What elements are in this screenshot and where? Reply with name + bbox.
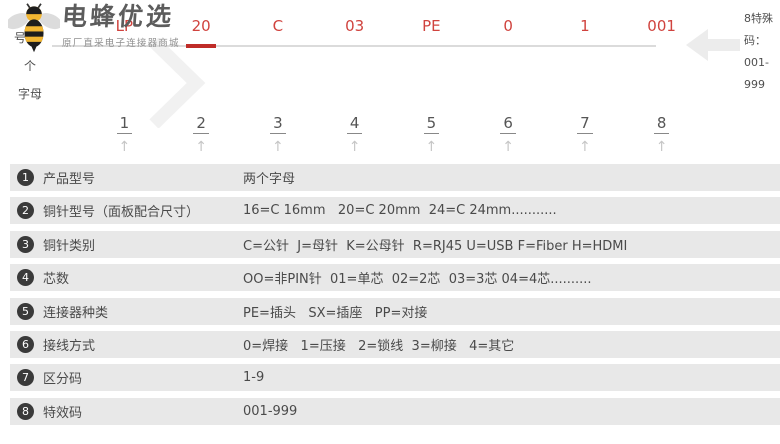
- row-value: 两个字母: [243, 172, 296, 187]
- position-number: 8: [653, 114, 670, 134]
- table-row: 4 芯数 OO=非PIN针 01=单芯 02=2芯 03=3芯 04=4芯...…: [10, 264, 780, 292]
- row-label: 铜针型号（面板配合尺寸）: [43, 205, 200, 221]
- left-note-line: 个: [24, 59, 37, 73]
- row-number-badge: 4: [17, 269, 34, 287]
- up-arrow-icon: ↑: [425, 139, 438, 155]
- table-row: 2 铜针型号（面板配合尺寸） 16=C 16mm 20=C 20mm 24=C …: [10, 197, 780, 225]
- side-note-line: 999: [744, 78, 765, 91]
- position-cell: 6: [470, 114, 547, 134]
- row-number-badge: 2: [17, 202, 34, 220]
- row-value: 0=焊接 1=压接 2=锁线 3=柳接 4=其它: [243, 338, 515, 354]
- up-arrow-icon: ↑: [272, 139, 284, 155]
- up-arrow-icon: ↑: [655, 139, 668, 155]
- code-cell: 001: [623, 17, 700, 47]
- table-row: 6 接线方式 0=焊接 1=压接 2=锁线 3=柳接 4=其它: [10, 330, 780, 358]
- row-label: 接线方式: [43, 338, 96, 354]
- position-number-row: 1 2 3 4 5 6 7 8: [86, 114, 700, 134]
- brand-subtitle: 原厂直采电子连接器商城: [62, 38, 180, 49]
- position-number: 2: [193, 114, 209, 134]
- position-cell: 3: [240, 114, 317, 134]
- code-cell: 1: [547, 17, 624, 47]
- code-segment: LP: [115, 17, 134, 35]
- up-arrow-icon: ↑: [195, 139, 207, 155]
- up-arrow-icon: ↑: [118, 139, 131, 155]
- position-number: 5: [423, 114, 440, 134]
- table-row: 3 铜针类别 C=公针 J=母针 K=公母针 R=RJ45 U=USB F=Fi…: [10, 230, 780, 258]
- code-segment: 1: [580, 17, 590, 35]
- row-value: 001-999: [243, 403, 298, 419]
- code-segment: 001: [647, 17, 676, 35]
- row-number-badge: 6: [17, 335, 34, 353]
- row-label: 连接器种类: [43, 305, 109, 321]
- code-cell: 20: [163, 17, 240, 48]
- code-segment: 0: [503, 17, 513, 35]
- row-label: 芯数: [43, 272, 70, 288]
- code-cell: C: [240, 17, 317, 47]
- code-row: LP 20 C 03 PE 0 1 001: [86, 17, 700, 48]
- left-note: 号 个 字母: [14, 30, 50, 114]
- position-cell: 7: [547, 114, 624, 134]
- code-segment: 20: [191, 17, 211, 35]
- code-cell: PE: [393, 17, 470, 47]
- left-arrow-icon: [686, 27, 740, 67]
- row-label: 产品型号: [43, 172, 96, 187]
- position-cell: 2: [163, 114, 240, 134]
- row-value: PE=插头 SX=插座 PP=对接: [243, 305, 428, 321]
- row-number-badge: 3: [17, 235, 34, 253]
- side-note: 8特殊 码： 001- 999: [744, 8, 780, 96]
- code-highlight-underline: [186, 44, 217, 48]
- position-number: 6: [500, 114, 516, 134]
- code-cell: 0: [470, 17, 547, 47]
- table-row: 8 特效码 001-999: [10, 397, 780, 425]
- up-arrow-icon: ↑: [348, 139, 361, 155]
- code-segment: PE: [422, 17, 441, 35]
- watermark-chevron-icon: [148, 37, 208, 132]
- table-row: 1 产品型号 两个字母: [10, 164, 780, 191]
- position-cell: 1: [86, 114, 163, 134]
- left-note-line: 号: [14, 31, 27, 45]
- table-row: 7 区分码 1-9: [10, 364, 780, 392]
- row-value: 16=C 16mm 20=C 20mm 24=C 24mm...........: [243, 203, 557, 219]
- code-segment: C: [272, 17, 284, 35]
- position-number: 1: [116, 114, 133, 134]
- bee-icon: [6, 2, 62, 58]
- row-number-badge: 7: [17, 369, 34, 387]
- row-label: 特效码: [43, 405, 83, 421]
- up-arrow-icon: ↑: [579, 139, 591, 155]
- position-number: 3: [270, 114, 286, 134]
- row-number-badge: 5: [17, 302, 34, 320]
- code-baseline: [52, 45, 656, 47]
- position-cell: 8: [623, 114, 700, 134]
- up-arrow-icon: ↑: [502, 139, 514, 155]
- left-note-line: 字母: [18, 87, 43, 101]
- logo: 电蜂优选 原厂直采电子连接器商城: [6, 2, 180, 58]
- position-cell: 5: [393, 114, 470, 134]
- row-number-badge: 8: [17, 402, 34, 420]
- code-cell: 03: [316, 17, 393, 47]
- code-cell: LP: [86, 17, 163, 47]
- brand-title: 电蜂优选: [61, 2, 176, 31]
- side-note-line: 码：: [744, 34, 766, 47]
- row-label: 区分码: [43, 372, 83, 388]
- table-row: 5 连接器种类 PE=插头 SX=插座 PP=对接: [10, 297, 780, 325]
- row-value: C=公针 J=母针 K=公母针 R=RJ45 U=USB F=Fiber H=H…: [243, 238, 628, 254]
- up-arrow-row: ↑ ↑ ↑ ↑ ↑ ↑ ↑ ↑: [86, 139, 700, 155]
- legend-table: 1 产品型号 两个字母 2 铜针型号（面板配合尺寸） 16=C 16mm 20=…: [0, 164, 780, 431]
- row-value: OO=非PIN针 01=单芯 02=2芯 03=3芯 04=4芯........…: [243, 272, 592, 288]
- position-number: 4: [346, 114, 363, 134]
- row-label: 铜针类别: [43, 238, 96, 254]
- code-segment: 03: [345, 17, 365, 35]
- side-note-line: 001-: [744, 56, 769, 69]
- position-cell: 4: [316, 114, 393, 134]
- position-number: 7: [577, 114, 593, 134]
- row-number-badge: 1: [17, 169, 34, 186]
- side-note-line: 8特殊: [744, 12, 773, 25]
- row-value: 1-9: [243, 370, 265, 386]
